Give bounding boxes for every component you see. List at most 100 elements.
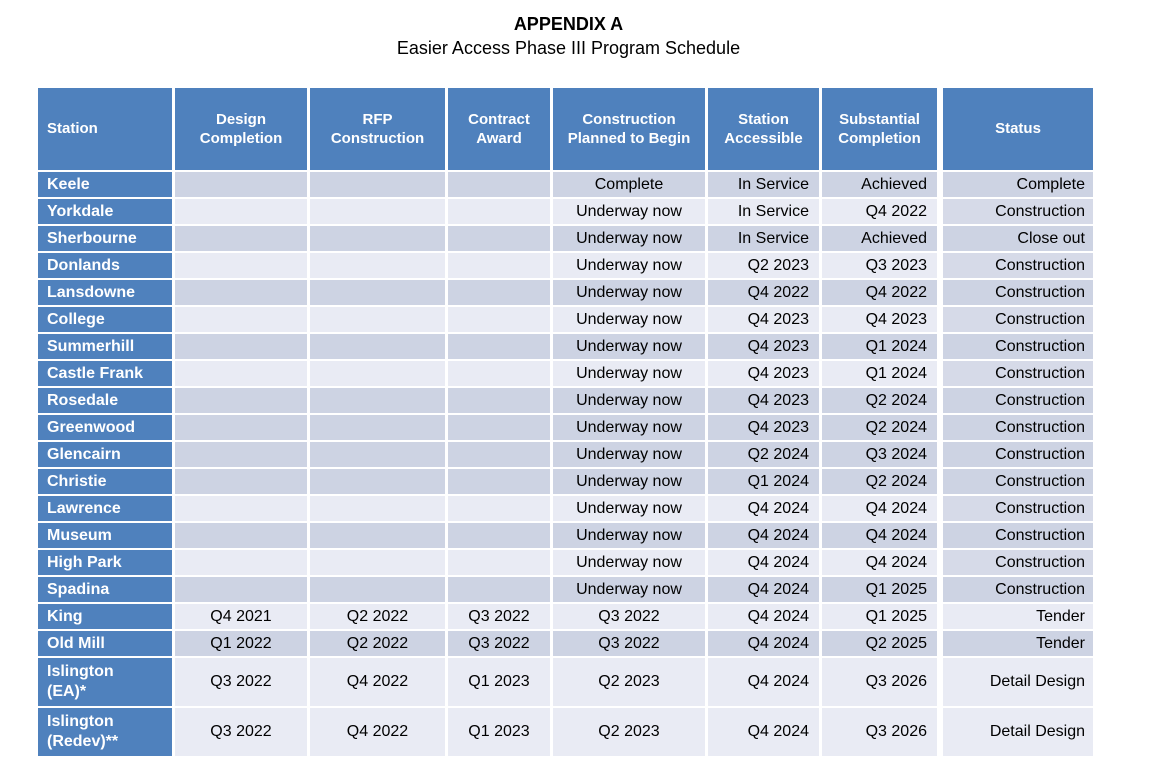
cell-contract [448,226,550,251]
cell-contract [448,496,550,521]
cell-begin: Q2 2023 [553,658,705,706]
table-row: Lansdowne Underway now Q4 2022 Q4 2022 Const… [38,280,1093,305]
cell-rfp [310,496,445,521]
cell-status: Close out [940,226,1093,251]
cell-station: Castle Frank [38,361,172,386]
cell-rfp: Q2 2022 [310,604,445,629]
cell-status: Construction [940,550,1093,575]
cell-station: Donlands [38,253,172,278]
cell-rfp [310,577,445,602]
cell-begin: Underway now [553,307,705,332]
cell-substantial: Q3 2024 [822,442,937,467]
cell-design [175,469,307,494]
cell-substantial: Achieved [822,172,937,197]
cell-rfp: Q4 2022 [310,708,445,756]
cell-status: Construction [940,388,1093,413]
table-row: High Park Underway now Q4 2024 Q4 2024 Const… [38,550,1093,575]
table-body: Keele Complete In Service Achieved Complete Y… [38,172,1093,756]
cell-status: Construction [940,253,1093,278]
cell-accessible: Q4 2024 [708,708,819,756]
cell-station: Yorkdale [38,199,172,224]
cell-design [175,253,307,278]
cell-status: Construction [940,199,1093,224]
schedule-table-wrapper: Station Design Completion RFP Construction… [35,86,1096,758]
cell-accessible: Q2 2023 [708,253,819,278]
cell-begin: Underway now [553,415,705,440]
cell-status: Construction [940,442,1093,467]
table-header-row: Station Design Completion RFP Construction… [38,88,1093,170]
cell-begin: Q2 2023 [553,708,705,756]
cell-begin: Underway now [553,253,705,278]
cell-begin: Underway now [553,199,705,224]
cell-substantial: Q3 2026 [822,658,937,706]
cell-substantial: Q4 2024 [822,550,937,575]
schedule-table: Station Design Completion RFP Construction… [35,86,1096,758]
column-header-status: Status [940,88,1093,170]
cell-rfp [310,199,445,224]
cell-accessible: Q4 2024 [708,604,819,629]
table-row: Islington (EA)* Q3 2022 Q4 2022 Q1 2023 Q2 2… [38,658,1093,706]
cell-accessible: In Service [708,172,819,197]
cell-accessible: Q4 2024 [708,631,819,656]
cell-station: King [38,604,172,629]
cell-accessible: Q4 2024 [708,658,819,706]
cell-design [175,442,307,467]
cell-contract [448,307,550,332]
cell-design [175,577,307,602]
cell-accessible: Q4 2024 [708,496,819,521]
cell-rfp [310,307,445,332]
cell-begin: Underway now [553,226,705,251]
cell-accessible: Q4 2023 [708,334,819,359]
cell-substantial: Q4 2022 [822,199,937,224]
table-row: Christie Underway now Q1 2024 Q2 2024 Constr… [38,469,1093,494]
cell-contract [448,469,550,494]
cell-design [175,226,307,251]
cell-contract [448,523,550,548]
cell-accessible: Q1 2024 [708,469,819,494]
cell-station: High Park [38,550,172,575]
cell-status: Construction [940,469,1093,494]
cell-contract [448,280,550,305]
cell-design [175,307,307,332]
cell-begin: Underway now [553,280,705,305]
page-title: APPENDIX A [513,14,624,34]
column-header-rfp: RFP Construction [310,88,445,170]
cell-contract [448,199,550,224]
cell-status: Tender [940,631,1093,656]
cell-contract: Q3 2022 [448,631,550,656]
column-header-contract: Contract Award [448,88,550,170]
cell-accessible: Q4 2023 [708,388,819,413]
cell-accessible: Q4 2023 [708,307,819,332]
cell-accessible: Q2 2024 [708,442,819,467]
cell-substantial: Q1 2025 [822,604,937,629]
cell-begin: Underway now [553,361,705,386]
cell-station: Museum [38,523,172,548]
cell-substantial: Q2 2024 [822,388,937,413]
table-row: Castle Frank Underway now Q4 2023 Q1 2024 Co… [38,361,1093,386]
cell-contract [448,577,550,602]
cell-accessible: In Service [708,226,819,251]
cell-substantial: Q2 2025 [822,631,937,656]
cell-accessible: Q4 2024 [708,577,819,602]
table-row: Yorkdale Underway now In Service Q4 2022 Con… [38,199,1093,224]
cell-substantial: Q4 2022 [822,280,937,305]
cell-design: Q4 2021 [175,604,307,629]
cell-design [175,199,307,224]
cell-rfp [310,172,445,197]
column-header-accessible: Station Accessible [708,88,819,170]
cell-station: Glencairn [38,442,172,467]
cell-begin: Underway now [553,388,705,413]
cell-rfp [310,469,445,494]
cell-design: Q3 2022 [175,708,307,756]
page-subtitle: Easier Access Phase III Program Schedule [396,38,741,59]
table-row: Sherbourne Underway now In Service Achieved… [38,226,1093,251]
cell-status: Construction [940,334,1093,359]
cell-status: Construction [940,415,1093,440]
cell-begin: Underway now [553,334,705,359]
cell-station: Lawrence [38,496,172,521]
table-row: Old Mill Q1 2022 Q2 2022 Q3 2022 Q3 2022 Q4 2… [38,631,1093,656]
cell-begin: Complete [553,172,705,197]
column-header-substantial: Substantial Completion [822,88,937,170]
table-row: Islington (Redev)** Q3 2022 Q4 2022 Q1 2023… [38,708,1093,756]
